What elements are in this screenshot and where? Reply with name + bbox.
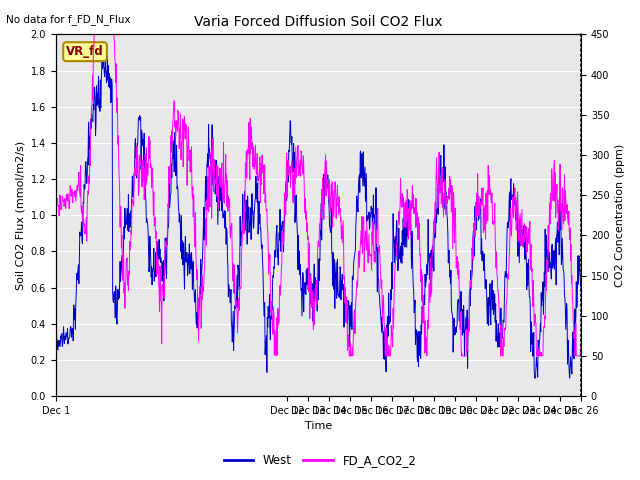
Text: VR_fd: VR_fd <box>66 45 104 58</box>
Text: No data for f_FD_N_Flux: No data for f_FD_N_Flux <box>6 14 131 25</box>
Y-axis label: Soil CO2 Flux (mmol/m2/s): Soil CO2 Flux (mmol/m2/s) <box>15 141 25 290</box>
X-axis label: Time: Time <box>305 421 332 432</box>
Title: Varia Forced Diffusion Soil CO2 Flux: Varia Forced Diffusion Soil CO2 Flux <box>194 15 443 29</box>
Y-axis label: CO2 Concentration (ppm): CO2 Concentration (ppm) <box>615 144 625 287</box>
Legend: West, FD_A_CO2_2: West, FD_A_CO2_2 <box>219 449 421 472</box>
